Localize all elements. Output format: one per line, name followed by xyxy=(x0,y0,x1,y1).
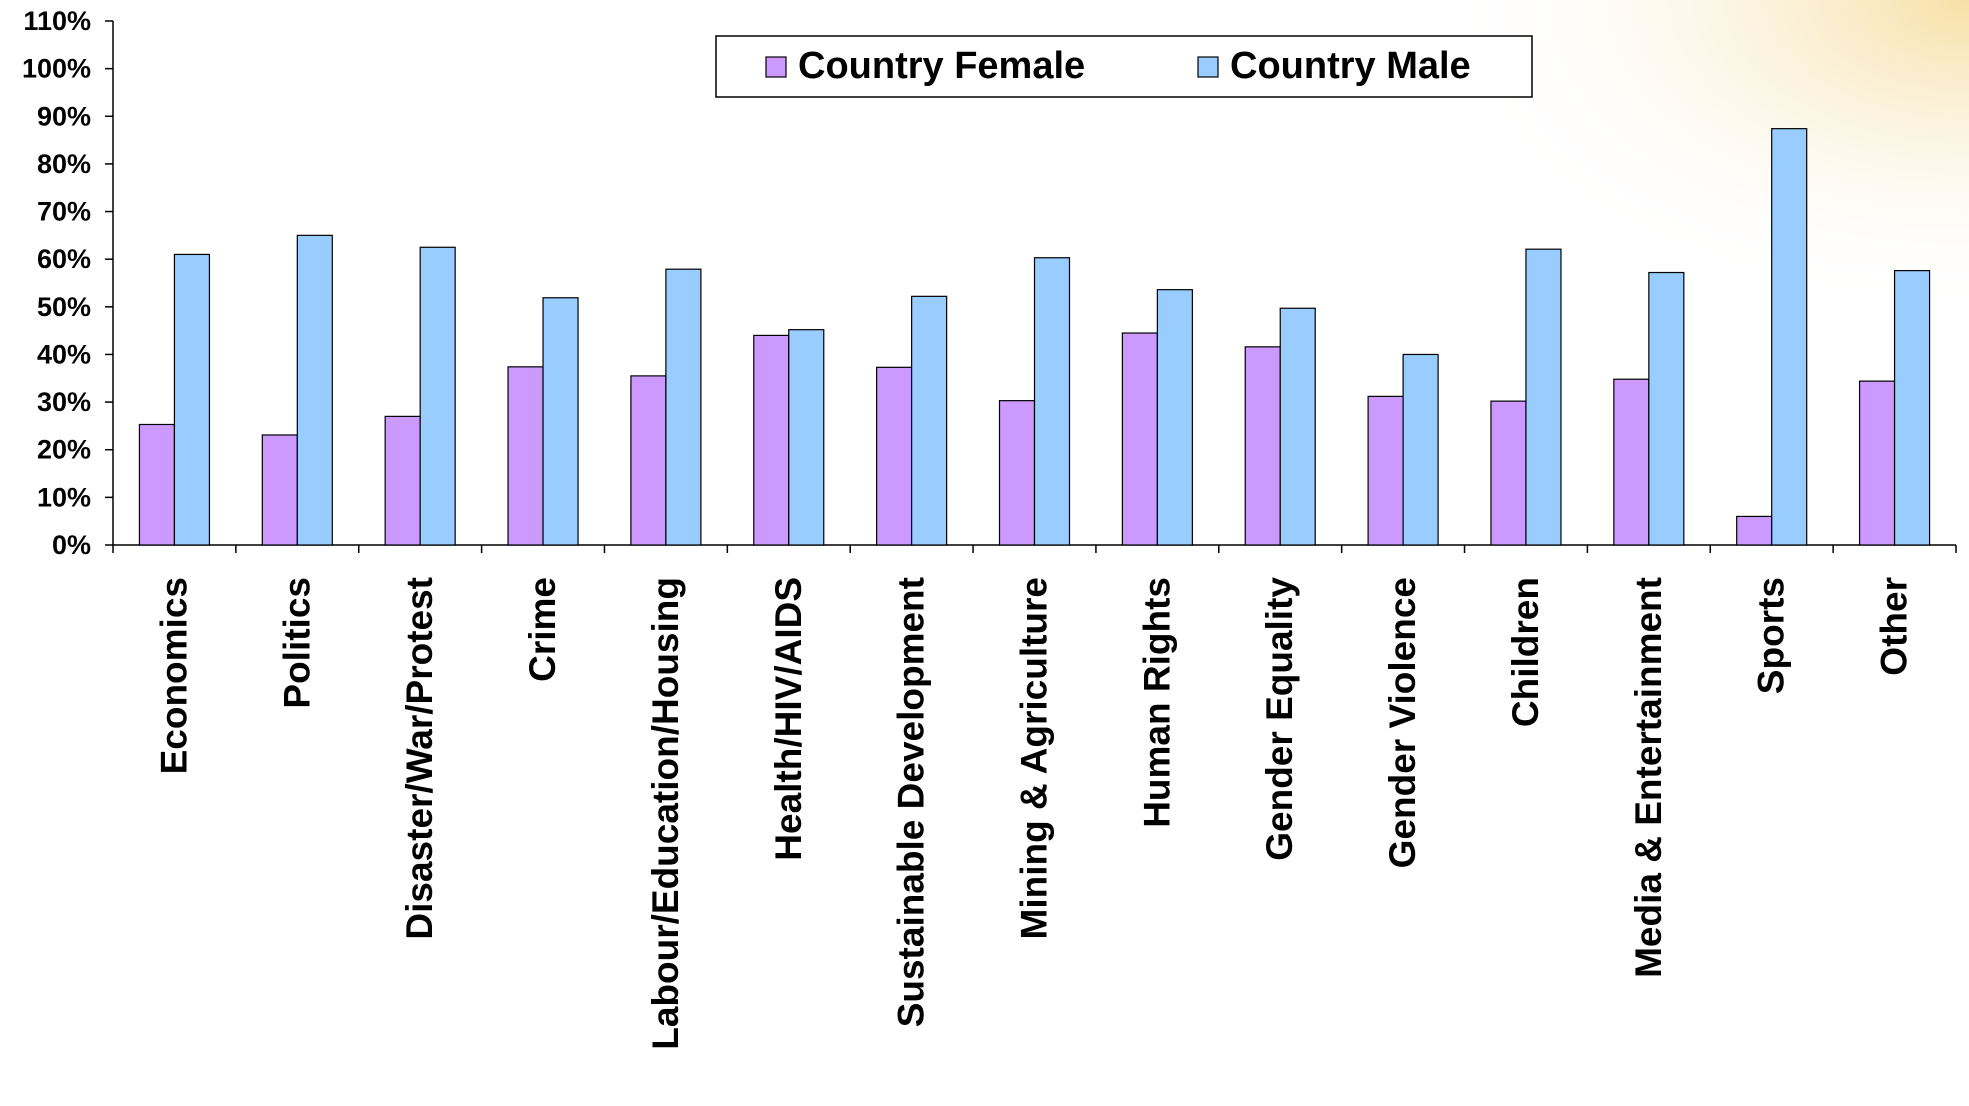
bar-country-female xyxy=(1858,380,1896,546)
bar-country-male xyxy=(788,329,825,546)
legend-swatch-female xyxy=(765,56,787,78)
bar-country-male xyxy=(1033,257,1071,546)
bar-country-female xyxy=(1736,515,1773,546)
bar-country-male xyxy=(1156,289,1193,546)
y-tick-label: 10% xyxy=(37,482,91,512)
x-tick-label: Children xyxy=(1505,577,1546,727)
y-tick-label: 90% xyxy=(37,101,91,131)
bar-country-female xyxy=(1367,395,1404,546)
bar-country-female xyxy=(753,334,790,546)
legend: Country Female Country Male xyxy=(715,35,1533,98)
bar-country-male xyxy=(1771,128,1808,546)
bar-country-female xyxy=(1613,378,1650,546)
y-tick-label: 0% xyxy=(52,530,91,560)
x-tick-label: Economics xyxy=(153,577,194,774)
bar-country-male xyxy=(1279,307,1316,546)
x-tick-label: Other xyxy=(1874,577,1915,676)
bar-country-female xyxy=(138,423,176,546)
legend-swatch-male xyxy=(1197,56,1219,78)
y-tick-label: 30% xyxy=(37,387,91,417)
bar-country-male xyxy=(1525,248,1562,546)
y-tick-label: 20% xyxy=(37,435,91,465)
bar-country-female xyxy=(261,434,298,546)
y-tick-label: 40% xyxy=(37,339,91,369)
y-tick-label: 60% xyxy=(37,244,91,274)
legend-label-male: Country Male xyxy=(1230,45,1471,87)
x-tick-label: Labour/Education/Housing xyxy=(645,577,686,1050)
x-tick-label: Gender Violence xyxy=(1382,577,1423,868)
bar-country-female xyxy=(1121,332,1158,546)
bar-country-female xyxy=(1244,346,1281,546)
x-tick-label: Sports xyxy=(1751,577,1792,694)
bar-country-female xyxy=(507,366,544,546)
y-tick-label: 50% xyxy=(37,292,91,322)
bar-country-female xyxy=(630,375,667,546)
x-tick-label: Media & Entertainment xyxy=(1628,577,1669,978)
x-tick-label: Gender Equality xyxy=(1259,577,1300,861)
bar-country-female xyxy=(998,400,1036,546)
bar-country-male xyxy=(911,295,948,546)
x-tick-label: Human Rights xyxy=(1136,577,1177,828)
bar-country-female xyxy=(1490,400,1527,546)
bar-country-male xyxy=(419,246,456,546)
x-tick-label: Mining & Agriculture xyxy=(1014,577,1055,939)
bar-country-male xyxy=(665,268,702,546)
x-tick-label: Crime xyxy=(522,577,563,682)
bar-country-male xyxy=(1893,270,1931,546)
x-tick-label: Sustainable Development xyxy=(891,577,932,1027)
y-tick-label: 70% xyxy=(37,197,91,227)
legend-box xyxy=(715,35,1533,98)
bar-country-female xyxy=(876,366,913,546)
x-tick-label: Politics xyxy=(276,577,317,709)
bar-country-female xyxy=(384,415,421,546)
y-tick-label: 100% xyxy=(22,54,91,84)
bar-country-male xyxy=(542,297,579,546)
bar-country-male xyxy=(1648,271,1685,546)
bar-country-male xyxy=(296,234,333,546)
bar-country-male xyxy=(173,253,211,546)
legend-label-female: Country Female xyxy=(798,45,1085,87)
x-tick-label: Disaster/War/Protest xyxy=(399,577,440,940)
bar-country-male xyxy=(1402,353,1439,546)
x-tick-label: Health/HIV/AIDS xyxy=(768,577,809,861)
y-tick-label: 110% xyxy=(23,6,91,36)
y-tick-label: 80% xyxy=(37,149,91,179)
